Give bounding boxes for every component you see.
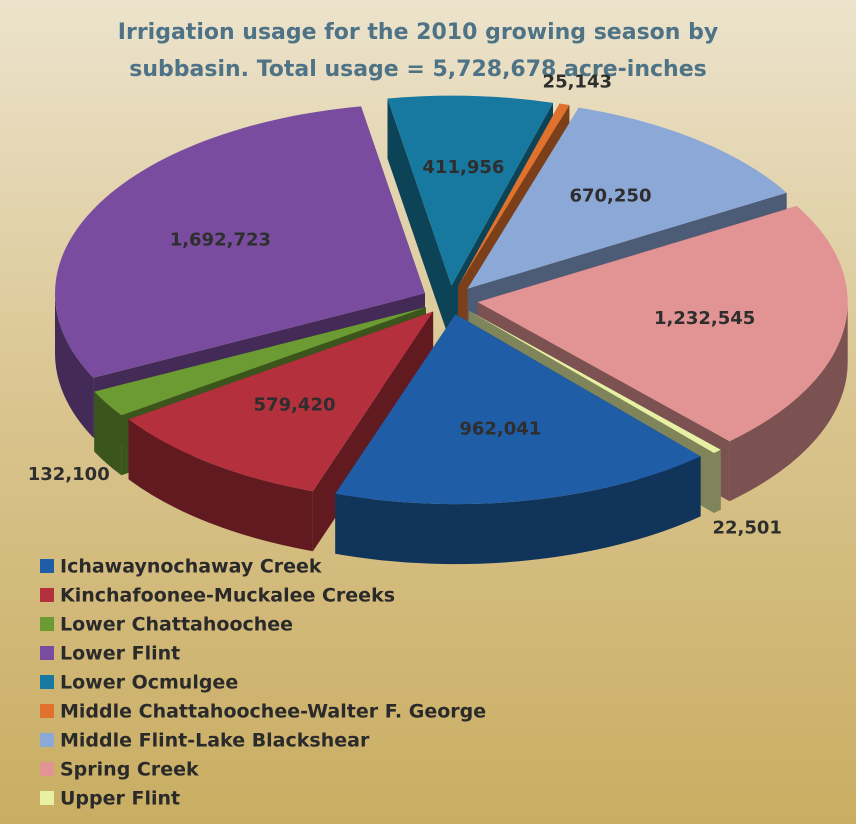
data-label: 25,143 bbox=[543, 71, 612, 92]
legend-label: Upper Flint bbox=[60, 788, 180, 810]
data-label: 670,250 bbox=[569, 186, 651, 207]
data-label: 1,692,723 bbox=[170, 229, 271, 250]
legend-swatch bbox=[40, 733, 54, 747]
slice-side bbox=[387, 98, 452, 346]
data-label: 411,956 bbox=[422, 157, 504, 178]
data-label: 22,501 bbox=[712, 517, 781, 538]
legend-label: Spring Creek bbox=[60, 759, 199, 781]
pie-slice bbox=[468, 310, 721, 453]
legend-label: Ichawaynochaway Creek bbox=[60, 556, 322, 578]
legend-label: Middle Chattahoochee-Walter F. George bbox=[60, 701, 486, 723]
slice-side bbox=[335, 456, 701, 565]
legend-swatch bbox=[40, 646, 54, 660]
legend-label: Lower Ocmulgee bbox=[60, 672, 238, 694]
pie-slice bbox=[387, 95, 553, 286]
legend-label: Lower Chattahoochee bbox=[60, 614, 293, 636]
slice-side bbox=[729, 302, 848, 502]
legend-swatch bbox=[40, 704, 54, 718]
data-label: 1,232,545 bbox=[654, 308, 755, 329]
slice-side bbox=[128, 419, 313, 552]
pie-slice bbox=[467, 107, 787, 289]
legend-swatch bbox=[40, 675, 54, 689]
legend-label: Kinchafoonee-Muckalee Creeks bbox=[60, 585, 395, 607]
legend-swatch bbox=[40, 762, 54, 776]
legend-label: Middle Flint-Lake Blackshear bbox=[60, 730, 370, 752]
data-label: 579,420 bbox=[254, 394, 336, 415]
data-label: 132,100 bbox=[28, 464, 110, 485]
pie-slice bbox=[335, 314, 701, 505]
chart-title: Irrigation usage for the 2010 growing se… bbox=[118, 20, 718, 45]
slice-side bbox=[55, 293, 94, 438]
data-label: 962,041 bbox=[459, 419, 541, 440]
slice-side bbox=[94, 391, 122, 476]
slice-side bbox=[714, 449, 721, 513]
pie-slice bbox=[55, 106, 426, 378]
legend-swatch bbox=[40, 617, 54, 631]
pie-slice bbox=[128, 311, 434, 492]
chart-title: subbasin. Total usage = 5,728,678 acre-i… bbox=[129, 57, 706, 82]
legend-swatch bbox=[40, 791, 54, 805]
pie-slice bbox=[458, 103, 570, 287]
legend-swatch bbox=[40, 588, 54, 602]
pie-slice bbox=[94, 307, 426, 416]
pie-slice bbox=[477, 206, 848, 442]
legend-swatch bbox=[40, 559, 54, 573]
legend-label: Lower Flint bbox=[60, 643, 180, 665]
